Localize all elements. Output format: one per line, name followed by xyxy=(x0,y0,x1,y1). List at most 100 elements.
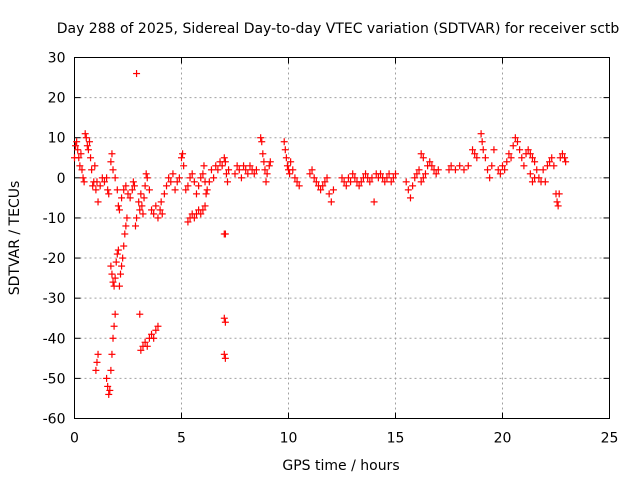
data-point xyxy=(79,174,87,182)
data-point xyxy=(306,170,314,178)
data-point xyxy=(541,178,549,186)
data-point xyxy=(494,166,502,174)
data-point xyxy=(160,190,168,198)
data-point xyxy=(93,178,101,186)
data-point xyxy=(237,174,245,182)
data-point xyxy=(94,350,102,358)
data-point xyxy=(481,154,489,162)
data-point xyxy=(417,150,425,158)
data-point xyxy=(511,134,519,142)
data-point xyxy=(526,170,534,178)
data-point xyxy=(150,210,158,218)
data-point xyxy=(464,162,472,170)
x-axis-label: GPS time / hours xyxy=(282,458,399,474)
data-point xyxy=(133,70,141,78)
data-point xyxy=(349,170,357,178)
data-point xyxy=(154,214,162,222)
data-point xyxy=(221,230,229,238)
data-point xyxy=(77,150,85,158)
data-point xyxy=(75,154,83,162)
data-point xyxy=(120,242,128,250)
data-point xyxy=(385,170,393,178)
data-point xyxy=(518,154,526,162)
data-point xyxy=(286,170,294,178)
data-point xyxy=(291,174,299,182)
data-point xyxy=(129,178,137,186)
data-point xyxy=(136,310,144,318)
data-point xyxy=(156,206,164,214)
data-point xyxy=(259,150,267,158)
data-point xyxy=(282,154,290,162)
data-point xyxy=(263,170,271,178)
data-point xyxy=(145,186,153,194)
data-point xyxy=(121,230,129,238)
data-point xyxy=(456,162,464,170)
data-point xyxy=(214,166,222,174)
data-point xyxy=(417,178,425,186)
data-point xyxy=(92,366,100,374)
data-point xyxy=(180,162,188,170)
data-point xyxy=(152,202,160,210)
data-point xyxy=(550,162,558,170)
data-point xyxy=(280,138,288,146)
data-point xyxy=(323,174,331,182)
data-point xyxy=(377,170,385,178)
data-point xyxy=(224,178,232,186)
data-point xyxy=(411,174,419,182)
plot-frame xyxy=(74,57,610,419)
data-point xyxy=(528,154,536,162)
data-point xyxy=(561,154,569,162)
data-point xyxy=(126,194,134,202)
data-point xyxy=(257,134,265,142)
data-point xyxy=(203,186,211,194)
data-point xyxy=(137,346,145,354)
data-point xyxy=(100,178,108,186)
data-point xyxy=(192,190,200,198)
data-point xyxy=(505,150,513,158)
data-point xyxy=(355,182,363,190)
data-point xyxy=(262,178,270,186)
data-point xyxy=(496,170,504,178)
y-tick-label: -20 xyxy=(43,251,66,267)
data-point xyxy=(207,166,215,174)
data-point xyxy=(113,250,121,258)
data-point xyxy=(220,314,228,322)
data-point xyxy=(281,146,289,154)
data-point xyxy=(109,278,117,286)
data-point xyxy=(310,174,318,182)
data-point xyxy=(283,162,291,170)
y-tick-label: -40 xyxy=(43,331,66,347)
data-point xyxy=(402,178,410,186)
data-point xyxy=(136,206,144,214)
data-point xyxy=(197,210,205,218)
data-point xyxy=(516,146,524,154)
data-point xyxy=(366,178,374,186)
data-point xyxy=(221,318,229,326)
data-point xyxy=(111,274,119,282)
data-point xyxy=(72,142,80,150)
data-point xyxy=(381,178,389,186)
data-point xyxy=(368,174,376,182)
chart-title: Day 288 of 2025, Sidereal Day-to-day VTE… xyxy=(57,21,620,37)
data-point xyxy=(520,162,528,170)
data-point xyxy=(460,166,468,174)
data-point xyxy=(171,186,179,194)
data-point xyxy=(114,246,122,254)
data-point xyxy=(222,170,230,178)
data-point xyxy=(143,342,151,350)
data-point xyxy=(507,154,515,162)
data-point xyxy=(220,154,228,162)
x-tick-labels: 0 5 10 15 20 25 xyxy=(70,431,618,447)
data-point xyxy=(554,202,562,210)
data-point xyxy=(327,198,335,206)
data-point xyxy=(167,178,175,186)
y-tick-label: 30 xyxy=(48,51,66,67)
data-point xyxy=(419,174,427,182)
data-point xyxy=(190,214,198,222)
data-point xyxy=(182,186,190,194)
x-tick-label: 10 xyxy=(280,431,298,447)
x-tick-label: 15 xyxy=(387,431,405,447)
data-point xyxy=(524,146,532,154)
data-point xyxy=(111,174,119,182)
data-point xyxy=(351,174,359,182)
